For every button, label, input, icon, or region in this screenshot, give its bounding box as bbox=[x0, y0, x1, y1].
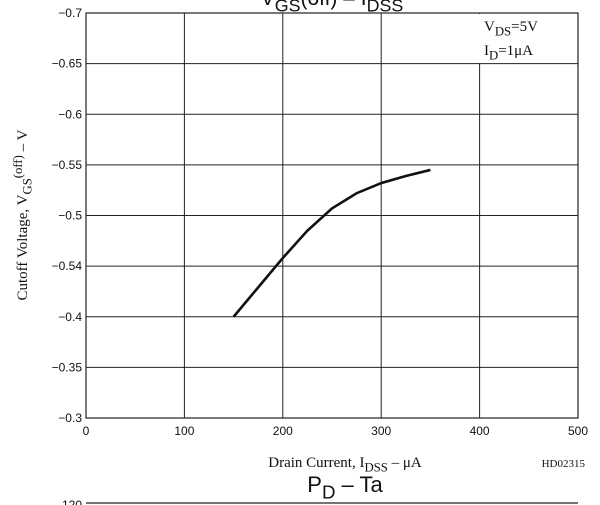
subscript: DS bbox=[495, 25, 511, 39]
x-tick-label: 500 bbox=[568, 424, 588, 438]
next-y-tick-label: 120 bbox=[62, 498, 82, 505]
x-tick-label: 400 bbox=[470, 424, 490, 438]
y-axis-label: Cutoff Voltage, VGS(off) – V bbox=[11, 129, 35, 300]
text-part: Drain Current, I bbox=[268, 455, 364, 471]
y-tick-label: −0.65 bbox=[52, 57, 83, 71]
y-tick-label: −0.6 bbox=[58, 107, 82, 121]
subscript: DSS bbox=[367, 0, 404, 15]
text-part: =5V bbox=[511, 19, 538, 35]
y-tick-label: −0.7 bbox=[58, 6, 82, 20]
y-tick-label: −0.35 bbox=[52, 360, 83, 374]
x-tick-label: 0 bbox=[83, 424, 90, 438]
text-part: P bbox=[307, 472, 322, 497]
y-tick-label: −0.54 bbox=[52, 259, 83, 273]
y-tick-label: −0.3 bbox=[58, 411, 82, 425]
annotation: VDS=5V bbox=[484, 19, 538, 39]
y-tick-label: −0.5 bbox=[58, 209, 82, 223]
text-part: – μA bbox=[388, 455, 422, 471]
text-part: – Ta bbox=[335, 472, 383, 497]
text-part: I bbox=[484, 43, 489, 59]
subscript: GS bbox=[21, 178, 35, 194]
subscript: GS bbox=[275, 0, 301, 15]
superscript: (off) bbox=[11, 155, 25, 178]
text-part: (off) – I bbox=[300, 0, 366, 10]
text-part: V bbox=[261, 0, 275, 10]
subscript: D bbox=[489, 49, 498, 63]
x-tick-label: 300 bbox=[371, 424, 391, 438]
subscript: D bbox=[322, 482, 336, 503]
plot-frame bbox=[85, 12, 579, 419]
annotation: ID=1μA bbox=[484, 43, 533, 63]
x-tick-label: 200 bbox=[273, 424, 293, 438]
chart-title: VGS(off) – IDSS bbox=[261, 0, 404, 15]
figure-code: HD02315 bbox=[542, 458, 586, 470]
annotation-box bbox=[476, 14, 577, 63]
y-tick-label: −0.55 bbox=[52, 158, 83, 172]
text-part: =1μA bbox=[498, 43, 533, 59]
x-axis-label: Drain Current, IDSS – μA bbox=[268, 455, 422, 475]
text-part: – V bbox=[15, 129, 31, 155]
y-tick-label: −0.4 bbox=[58, 310, 82, 324]
text-part: Cutoff Voltage, V bbox=[15, 194, 31, 300]
subscript: DSS bbox=[364, 461, 387, 475]
data-line bbox=[232, 168, 431, 318]
x-tick-label: 100 bbox=[174, 424, 194, 438]
text-part: V bbox=[484, 19, 495, 35]
next-chart-title: PD – Ta bbox=[307, 472, 383, 503]
